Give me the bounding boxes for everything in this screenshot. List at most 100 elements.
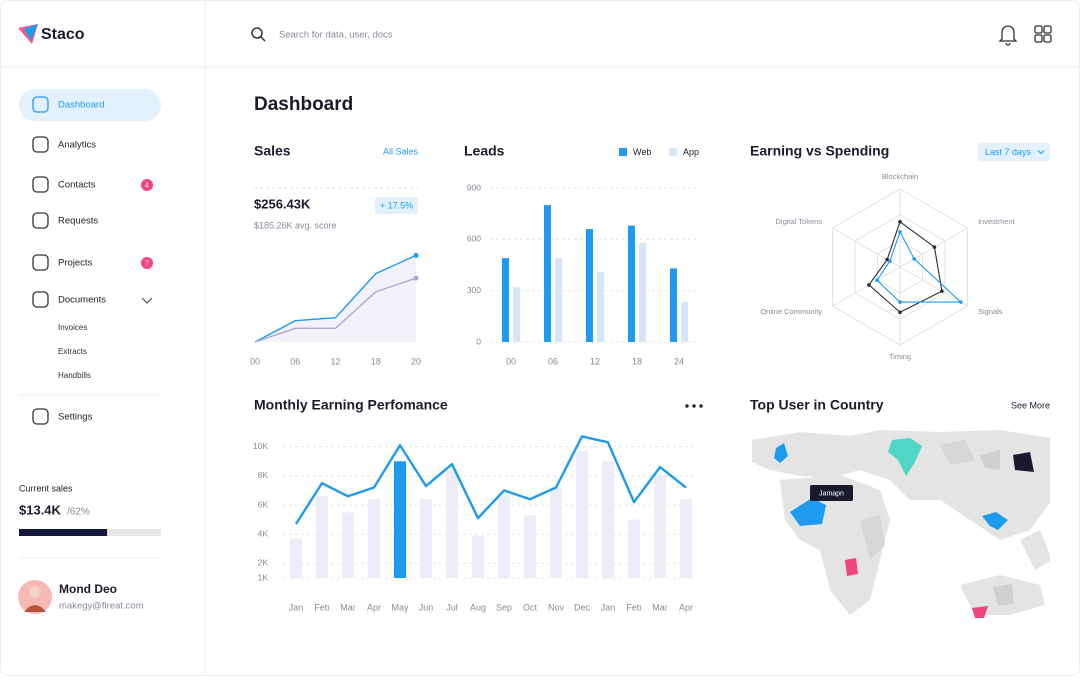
radar-point <box>885 257 889 262</box>
bar <box>394 461 406 578</box>
radar-axis-label: Timing <box>889 352 911 361</box>
card-link[interactable]: All Sales <box>383 146 419 156</box>
radar-point <box>875 278 879 283</box>
bar <box>420 499 432 578</box>
card-title: Earning vs Spending <box>750 143 889 159</box>
avatar-face <box>29 586 41 598</box>
avatar-body <box>24 605 46 612</box>
nav-subitem[interactable]: Handbills <box>58 371 91 380</box>
radar-spoke <box>832 266 901 307</box>
world-map <box>752 430 1050 618</box>
x-tick-label: 00 <box>250 356 260 366</box>
x-tick-label: Apr <box>367 602 381 612</box>
nav-subitem[interactable]: Extracts <box>58 347 87 356</box>
dropdown-chevron <box>1037 150 1045 155</box>
nav-label[interactable]: Analytics <box>58 140 96 151</box>
nav-badge <box>141 257 153 269</box>
x-tick-label: Nov <box>548 602 565 612</box>
sales-subtitle: $185.26K avg. score <box>254 220 337 230</box>
bar <box>628 519 640 578</box>
nav-label[interactable]: Projects <box>58 258 93 269</box>
nav-label[interactable]: Requests <box>58 216 98 227</box>
card-title: Monthly Earning Perfomance <box>254 397 448 413</box>
y-tick-label: 8K <box>258 470 269 480</box>
x-tick-label: 12 <box>590 356 600 366</box>
radar-point <box>912 257 916 261</box>
x-tick-label: 20 <box>411 356 421 366</box>
area <box>255 255 416 342</box>
filter-text: Last 7 days <box>985 147 1032 157</box>
nav-badge <box>141 179 153 191</box>
logo-icon <box>24 24 38 40</box>
bar <box>550 487 562 578</box>
x-tick-label: 12 <box>330 356 340 366</box>
nav-chevron <box>141 297 153 304</box>
legend-swatch <box>619 148 627 156</box>
bar <box>446 470 458 578</box>
bar <box>290 538 302 578</box>
x-tick-label: Jan <box>601 602 616 612</box>
nav-subitem[interactable]: Invoices <box>58 323 87 332</box>
radar-axis-label: Blockchain <box>882 172 918 181</box>
bar <box>628 225 635 342</box>
user-name: Mond Deo <box>59 582 117 596</box>
bar <box>680 499 692 578</box>
nav-badge-count: 4 <box>145 182 149 189</box>
more-menu[interactable] <box>685 404 703 408</box>
line <box>294 435 687 525</box>
line <box>254 254 417 343</box>
legend-swatch <box>669 148 677 156</box>
nav-active-bg <box>19 89 161 121</box>
bar <box>576 451 588 578</box>
card-link[interactable]: See More <box>1011 400 1050 410</box>
card-title: Sales <box>254 143 291 159</box>
nav-label[interactable]: Contacts <box>58 180 96 191</box>
map-tooltip <box>810 485 853 501</box>
progress-fill <box>19 529 108 536</box>
radar-point <box>867 283 871 287</box>
nav-label[interactable]: Settings <box>58 412 93 423</box>
line <box>254 277 417 343</box>
search-icon[interactable] <box>251 27 263 39</box>
radar-point <box>898 230 902 234</box>
sales-value: $256.43K <box>254 196 311 211</box>
y-tick-label: 6K <box>258 499 269 509</box>
nav-label[interactable]: Dashboard <box>58 100 104 111</box>
card-title: Top User in Country <box>750 397 884 413</box>
x-tick-label: Oct <box>523 602 538 612</box>
x-tick-label: 06 <box>290 356 300 366</box>
bar <box>498 496 510 578</box>
x-tick-label: Jun <box>419 602 434 612</box>
x-tick-label: 06 <box>548 356 558 366</box>
bar <box>681 301 688 342</box>
brand[interactable]: Staco <box>41 26 85 43</box>
y-tick-label: 4K <box>258 528 269 538</box>
y-tick-label: 300 <box>467 285 481 295</box>
search-icon <box>260 36 266 42</box>
x-tick-label: Jul <box>446 602 458 612</box>
x-tick-label: Jan <box>289 602 304 612</box>
x-tick-label: Aug <box>470 602 486 612</box>
search-input[interactable]: Search for data, user, docs <box>279 30 393 41</box>
x-tick-label: 18 <box>632 356 642 366</box>
notification-icon[interactable] <box>998 25 1018 46</box>
radar-axis-label: Online Community <box>760 307 822 316</box>
x-tick-label: Mar <box>340 602 356 612</box>
radar-point <box>932 245 937 249</box>
nav-label[interactable]: Documents <box>58 295 106 306</box>
nav-badge-count: 7 <box>145 260 149 267</box>
legend-label: Web <box>633 147 651 157</box>
map-tooltip-text: Jamapn <box>819 490 844 497</box>
nav-icon <box>32 254 49 271</box>
bar <box>368 499 380 578</box>
apps-icon[interactable] <box>1034 25 1052 43</box>
y-tick-label: 10K <box>253 441 268 451</box>
filter-dropdown[interactable] <box>978 143 1050 161</box>
bar <box>670 268 677 342</box>
radar-spoke <box>899 266 968 307</box>
radar-point <box>958 300 963 304</box>
bar <box>555 258 562 342</box>
x-tick-label: Feb <box>314 602 330 612</box>
